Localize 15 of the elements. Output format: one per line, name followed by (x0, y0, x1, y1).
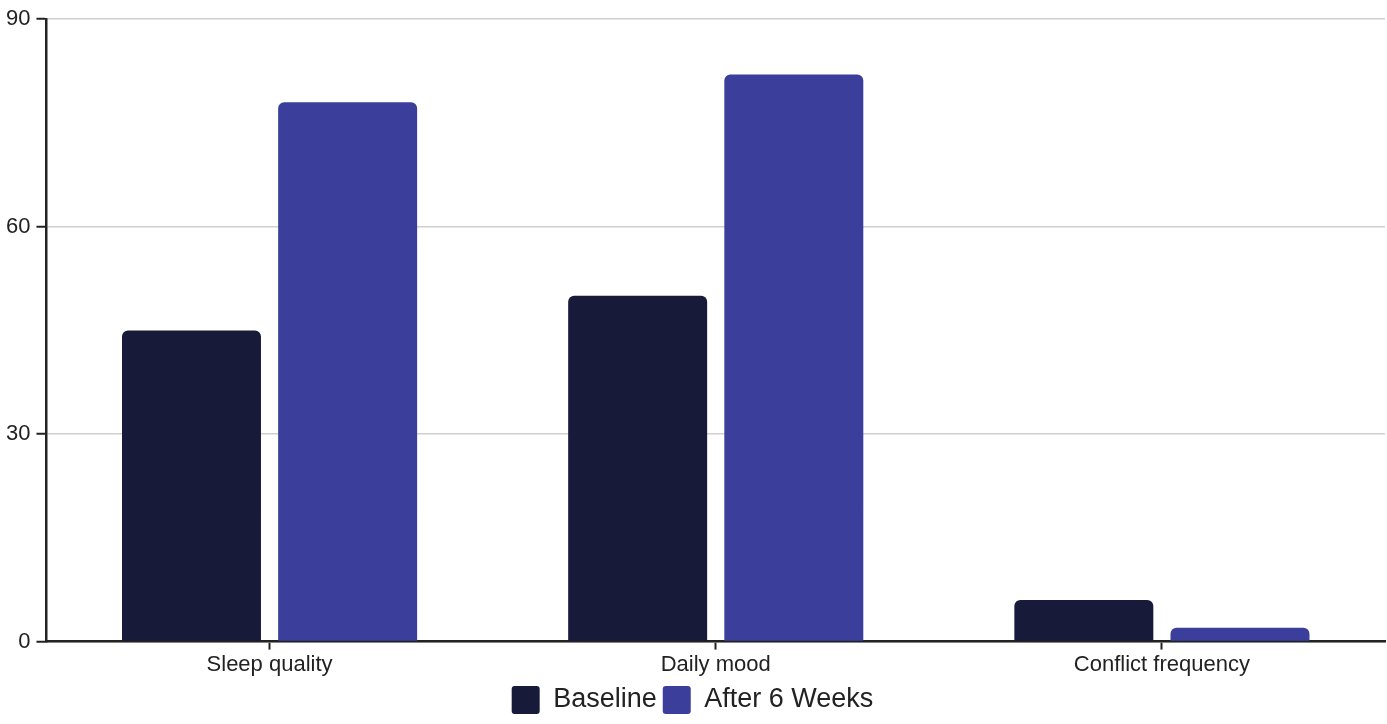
y-tick-label: 30 (5, 420, 31, 446)
bar (278, 102, 418, 641)
bar (568, 295, 708, 641)
x-tick-label: Daily mood (660, 650, 771, 676)
y-tick-label: 60 (5, 212, 31, 238)
x-tick-label: Conflict frequency (1073, 650, 1250, 676)
bar (1014, 600, 1154, 641)
x-tick-label: Sleep quality (206, 650, 333, 676)
y-tick-label: 0 (18, 627, 31, 653)
legend-label: After 6 Weeks (704, 683, 874, 714)
bar (724, 74, 864, 641)
legend-label: Baseline (553, 683, 657, 714)
bar (121, 330, 261, 641)
bar (1170, 627, 1310, 641)
y-tick-label: 90 (5, 5, 31, 31)
